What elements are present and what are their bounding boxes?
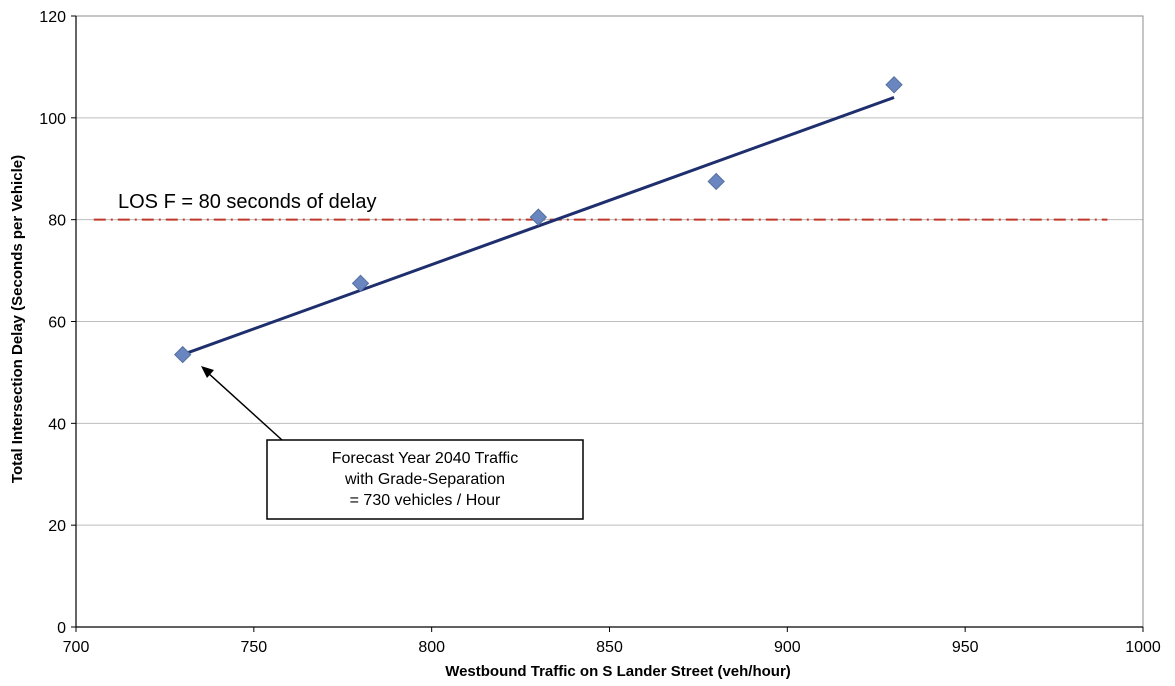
x-tick-label-750: 750: [240, 639, 267, 656]
callout-arrow: [206, 371, 283, 441]
y-axis-title: Total Intersection Delay (Seconds per Ve…: [9, 155, 26, 483]
x-axis-title: Westbound Traffic on S Lander Street (ve…: [445, 663, 791, 680]
x-tick-label-1000: 1000: [1125, 639, 1161, 656]
x-tick-label-950: 950: [952, 639, 979, 656]
data-point-0: [173, 345, 192, 364]
callout: Forecast Year 2040 Traffic with Grade-Se…: [201, 366, 584, 520]
x-tick-label-800: 800: [418, 639, 445, 656]
data-point-3: [707, 172, 725, 191]
y-tick-label-80: 80: [48, 213, 66, 230]
data-point-4: [885, 76, 903, 94]
y-axis-ticks: 0 20 40 60 80 100 120: [39, 9, 76, 637]
x-axis-ticks: 700 750 800 850 900 950 1000: [63, 627, 1161, 656]
threshold-label: LOS F = 80 seconds of delay: [118, 191, 377, 213]
y-tick-label-40: 40: [48, 416, 66, 433]
callout-line-1: Forecast Year 2040 Traffic: [332, 450, 518, 467]
y-tick-label-100: 100: [39, 111, 66, 128]
data-points: [173, 76, 903, 364]
grid-lines: [76, 117, 1143, 526]
y-tick-label-20: 20: [48, 518, 66, 535]
callout-line-2: with Grade-Separation: [344, 471, 505, 488]
y-tick-label-120: 120: [39, 9, 66, 26]
x-tick-label-900: 900: [774, 639, 801, 656]
x-tick-label-700: 700: [63, 639, 90, 656]
y-tick-label-0: 0: [57, 620, 66, 637]
callout-box: [266, 439, 584, 520]
y-tick-label-60: 60: [48, 315, 66, 332]
callout-line-3: = 730 vehicles / Hour: [350, 492, 501, 509]
x-tick-label-850: 850: [596, 639, 623, 656]
data-point-1: [351, 274, 370, 293]
callout-arrowhead: [201, 366, 214, 378]
data-point-2: [529, 208, 548, 226]
trendline: [182, 96, 895, 357]
trendline-group: [182, 96, 895, 357]
